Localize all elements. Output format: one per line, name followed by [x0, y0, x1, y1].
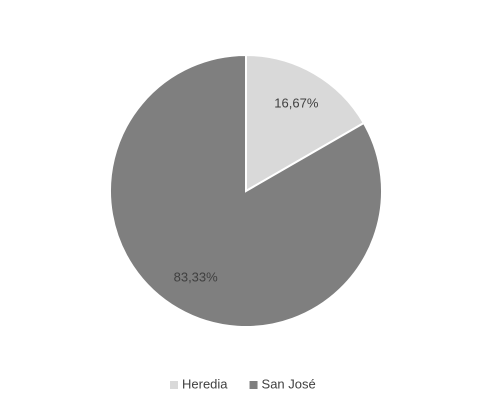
legend-label: San José	[262, 376, 316, 391]
data-label: 16,67%	[274, 95, 319, 110]
pie-slice	[245, 53, 366, 193]
legend-swatch	[249, 381, 258, 389]
legend-label: Heredia	[182, 376, 228, 391]
data-label: 83,33%	[174, 270, 219, 285]
pie-slice	[109, 53, 383, 328]
legend-swatch	[170, 381, 178, 389]
